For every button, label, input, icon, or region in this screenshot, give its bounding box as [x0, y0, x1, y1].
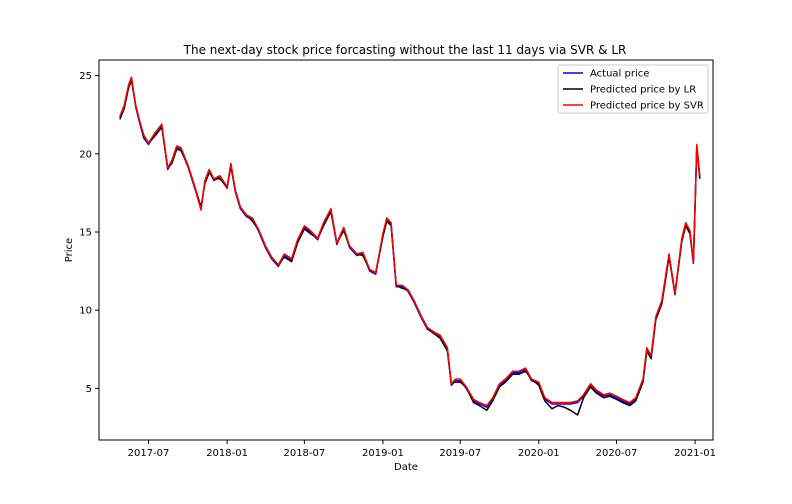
y-axis-label: Price [64, 238, 75, 262]
chart-title: The next-day stock price forcasting with… [183, 43, 627, 57]
x-axis: 2017-07 2018-01 2018-07 2019-01 2019-07 2020-… [128, 440, 716, 459]
x-tick-label: 2018-07 [283, 448, 325, 459]
axes-frame [98, 59, 714, 441]
y-tick-label: 15 [79, 228, 92, 239]
x-axis-label: Date [394, 462, 418, 473]
x-tick-label: 2017-07 [128, 448, 170, 459]
legend-label: Predicted price by LR [590, 85, 696, 96]
legend-items: Actual price Predicted price by LR Predict… [563, 69, 704, 112]
x-tick-label: 2019-01 [362, 448, 404, 459]
x-tick-label: 2021-01 [674, 448, 716, 459]
y-tick-label: 25 [79, 71, 92, 82]
legend-box [557, 64, 709, 114]
x-tick-label: 2020-01 [518, 448, 560, 459]
y-tick-label: 10 [79, 306, 92, 317]
series-line-predicted-price-by-svr [119, 76, 701, 407]
y-axis: 5 10 15 20 25 [79, 71, 99, 395]
x-tick-label: 2018-01 [206, 448, 248, 459]
y-tick-label: 20 [79, 149, 92, 160]
legend-label: Predicted price by SVR [590, 101, 704, 112]
legend-label: Actual price [590, 69, 649, 80]
series-line-predicted-price-by-lr [119, 79, 701, 416]
x-tick-label: 2020-07 [596, 448, 638, 459]
x-tick-label: 2019-07 [439, 448, 481, 459]
series-line-actual-price [119, 78, 701, 408]
series-layer [119, 76, 701, 416]
legend: Actual price Predicted price by LR Predict… [557, 64, 709, 114]
y-tick-label: 5 [86, 384, 92, 395]
plot-area [98, 59, 714, 441]
